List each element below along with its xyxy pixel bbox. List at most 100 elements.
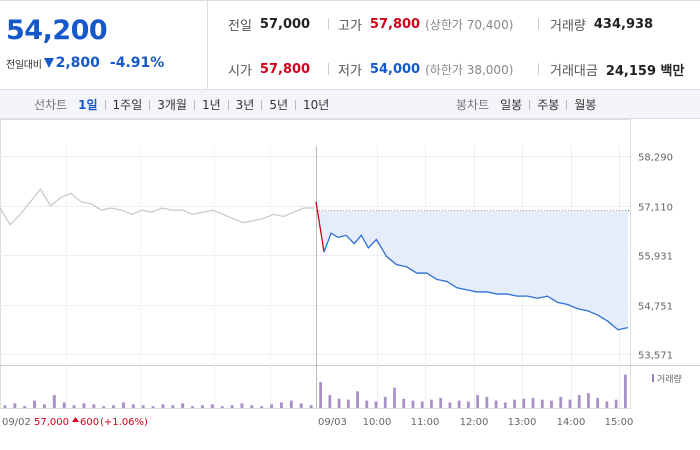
volume-bar <box>466 401 470 408</box>
period-5y[interactable]: 5년 <box>269 98 289 112</box>
volume-bar <box>3 405 7 408</box>
candle-chart-periods: 봉차트 일봉 주봉 월봉 <box>456 90 598 119</box>
volume-bar <box>270 404 274 408</box>
volume-bar <box>191 406 195 408</box>
volume-value: 434,938 <box>593 17 654 32</box>
volume-bar <box>448 402 452 408</box>
volume-bar <box>411 400 415 408</box>
volume-bar <box>62 402 66 408</box>
volume-bar <box>13 403 17 408</box>
divider <box>538 63 539 75</box>
period-10y[interactable]: 10년 <box>303 98 330 112</box>
volume-bar <box>383 396 387 408</box>
up-arrow-icon <box>72 417 79 422</box>
volume-bar <box>614 399 618 408</box>
volume-bar <box>328 395 332 408</box>
line-chart-label: 선차트 <box>34 98 68 112</box>
candle-daily[interactable]: 일봉 <box>500 98 523 112</box>
volume-bar <box>181 403 185 408</box>
line-chart-periods: 선차트 1일 1주일 3개월 1년 3년 5년 10년 <box>34 90 331 119</box>
volume-bar <box>289 400 293 408</box>
volume-bar <box>112 405 116 408</box>
price-summary: 54,200 전일대비 2,800 -4.91% 전일 57,000 고가 57… <box>0 0 700 90</box>
price-chart-svg: 58,290 57,110 55,931 54,751 53,571 거래량 09/02 09… <box>0 119 700 428</box>
volume-bar <box>540 399 544 408</box>
prev-close-value: 57,000 <box>259 17 311 32</box>
series-prev-day-line <box>0 188 314 226</box>
candle-weekly[interactable]: 주봉 <box>537 98 560 112</box>
stat-volume: 거래량 434,938 <box>550 17 654 34</box>
volume-bar <box>299 403 303 408</box>
volume-bar <box>250 405 254 408</box>
plot-frame <box>0 119 631 409</box>
volume-bar <box>587 393 590 408</box>
volume-bar <box>210 404 214 408</box>
volume-bar <box>33 400 37 408</box>
y-tick-label: 58,290 <box>638 153 673 164</box>
volume-bar <box>623 374 627 408</box>
volume-bar <box>439 397 443 408</box>
volume-bar <box>200 405 204 408</box>
y-tick-label: 57,110 <box>638 203 673 214</box>
volume-bar <box>402 398 406 408</box>
volume-bar <box>171 405 175 408</box>
change-row: 전일대비 2,800 -4.91% <box>6 55 164 71</box>
x-tick-label: 14:00 <box>557 417 586 428</box>
volume-bar <box>230 405 234 408</box>
period-1d[interactable]: 1일 <box>78 98 98 112</box>
volume-bar <box>260 406 264 408</box>
x-tick-label: 09/02 <box>2 417 31 428</box>
series-today-open-segment <box>315 201 325 253</box>
high-value: 57,800 <box>369 17 421 32</box>
volume-bar <box>522 398 526 408</box>
y-tick-label: 55,931 <box>638 252 673 263</box>
prev-day-change-pct: (+1.06%) <box>100 417 148 428</box>
volume-bar <box>476 395 480 408</box>
x-tick-label: 11:00 <box>411 417 440 428</box>
volume-bar <box>102 406 106 408</box>
amount-value: 24,159 백만 <box>605 64 685 79</box>
period-3y[interactable]: 3년 <box>235 98 255 112</box>
volume-bar <box>550 400 553 408</box>
volume-bar <box>52 395 56 408</box>
candle-chart-label: 봉차트 <box>456 98 490 112</box>
volume-bar <box>503 402 507 408</box>
period-3m[interactable]: 3개월 <box>157 98 187 112</box>
volume-legend-label: 거래량 <box>657 373 682 385</box>
volume-bar <box>92 404 96 408</box>
volume-bar <box>131 404 135 408</box>
volume-bar <box>457 400 461 408</box>
price-chart[interactable]: 58,290 57,110 55,931 54,751 53,571 거래량 09/02 09… <box>0 119 700 450</box>
volume-bar <box>577 395 581 408</box>
x-tick-label: 12:00 <box>460 417 489 428</box>
stat-prev-close: 전일 57,000 <box>228 17 311 34</box>
today-fill-area <box>316 201 628 330</box>
x-tick-label: 15:00 <box>605 417 634 428</box>
volume-bar <box>393 387 396 408</box>
volume-legend-swatch <box>652 374 654 382</box>
volume-bar <box>346 399 350 408</box>
change-percent: -4.91% <box>109 55 165 71</box>
volume-bar <box>430 399 433 408</box>
x-tick-label: 13:00 <box>508 417 537 428</box>
change-label: 전일대비 <box>6 59 42 71</box>
volume-bar <box>356 391 359 408</box>
stat-open: 시가 57,800 <box>228 62 311 79</box>
divider <box>328 18 329 30</box>
period-1w[interactable]: 1주일 <box>112 98 143 112</box>
period-1y[interactable]: 1년 <box>201 98 221 112</box>
volume-bar <box>420 401 424 408</box>
volume-bar <box>121 402 125 408</box>
open-value: 57,800 <box>259 62 311 77</box>
volume-bar <box>319 382 323 408</box>
volume-bar <box>365 400 369 408</box>
volume-bar <box>494 400 498 408</box>
volume-bar <box>531 397 535 408</box>
volume-bar <box>279 402 283 408</box>
x-tick-label: 10:00 <box>363 417 392 428</box>
candle-monthly[interactable]: 월봉 <box>574 98 597 112</box>
prev-day-close: 57,000 <box>34 417 69 428</box>
divider <box>328 63 329 75</box>
divider <box>538 18 539 30</box>
current-price: 54,200 <box>6 15 108 46</box>
